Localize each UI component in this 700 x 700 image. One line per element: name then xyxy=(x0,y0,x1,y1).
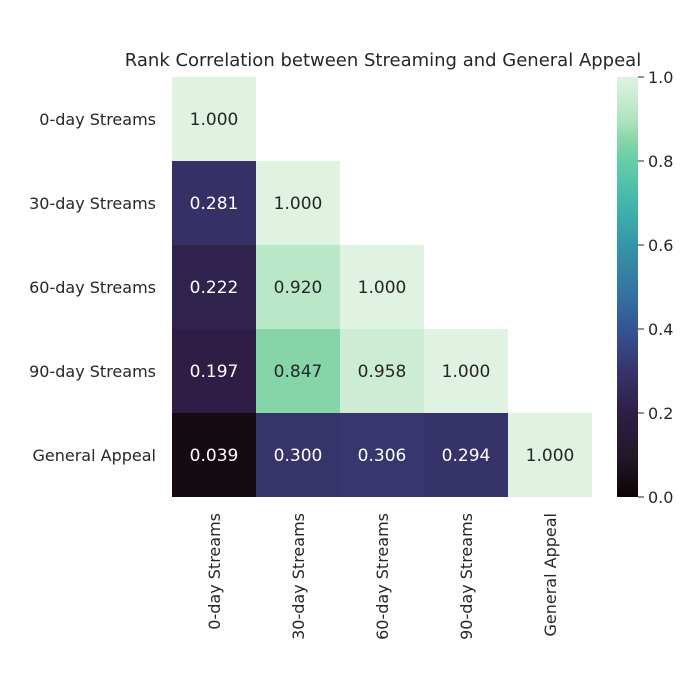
cell-value-label: 0.920 xyxy=(274,278,323,298)
heatmap-cells: 1.000 0.281 1.000 0.222 0.920 1.000 0.197 0.847… xyxy=(172,77,592,497)
column-label: 90-day Streams xyxy=(457,513,476,640)
cell-value-label: 0.958 xyxy=(358,362,407,382)
heatmap-cell xyxy=(340,329,424,413)
heatmap-cell xyxy=(172,413,256,497)
colorbar-tick-label: 0.8 xyxy=(648,152,673,171)
column-labels: 0-day Streams 30-day Streams 60-day Stream… xyxy=(205,513,560,640)
cell-value-label: 0.294 xyxy=(442,446,491,466)
colorbar-tick-label: 0.0 xyxy=(648,488,673,507)
row-label: 0-day Streams xyxy=(39,110,156,129)
heatmap-cell xyxy=(256,161,340,245)
column-label: 30-day Streams xyxy=(289,513,308,640)
heatmap-cell xyxy=(424,413,508,497)
cell-value-label: 1.000 xyxy=(442,362,491,382)
heatmap-cell xyxy=(172,161,256,245)
heatmap-cell xyxy=(256,329,340,413)
heatmap-cell xyxy=(508,413,592,497)
colorbar-tick-label: 1.0 xyxy=(648,68,673,87)
cell-value-label: 0.306 xyxy=(358,446,407,466)
colorbar-tick-label: 0.4 xyxy=(648,320,673,339)
heatmap-cell xyxy=(340,245,424,329)
row-label: 60-day Streams xyxy=(29,278,156,297)
heatmap-cell xyxy=(256,413,340,497)
heatmap-cell xyxy=(340,413,424,497)
cell-value-label: 0.281 xyxy=(190,194,239,214)
heatmap-cell xyxy=(172,329,256,413)
heatmap-cell xyxy=(256,245,340,329)
cell-value-label: 1.000 xyxy=(526,446,575,466)
heatmap-cell xyxy=(172,245,256,329)
column-label: 60-day Streams xyxy=(373,513,392,640)
colorbar-tick-label: 0.6 xyxy=(648,236,673,255)
heatmap-cell xyxy=(424,329,508,413)
column-label: 0-day Streams xyxy=(205,513,224,630)
row-label: General Appeal xyxy=(33,446,157,465)
cell-value-label: 0.197 xyxy=(190,362,239,382)
cell-value-label: 0.039 xyxy=(190,446,239,466)
colorbar-tick-label: 0.2 xyxy=(648,404,673,423)
row-label: 30-day Streams xyxy=(29,194,156,213)
cell-value-label: 1.000 xyxy=(190,110,239,130)
row-labels: 0-day Streams 30-day Streams 60-day Stream… xyxy=(29,110,156,465)
cell-value-label: 0.847 xyxy=(274,362,323,382)
colorbar-gradient xyxy=(617,77,638,497)
colorbar: 0.0 0.2 0.4 0.6 0.8 1.0 xyxy=(617,68,673,507)
column-label: General Appeal xyxy=(541,513,560,637)
cell-value-label: 0.222 xyxy=(190,278,239,298)
cell-value-label: 0.300 xyxy=(274,446,323,466)
cell-value-label: 1.000 xyxy=(274,194,323,214)
cell-value-label: 1.000 xyxy=(358,278,407,298)
chart-title: Rank Correlation between Streaming and G… xyxy=(125,50,641,71)
heatmap-cell xyxy=(172,77,256,161)
row-label: 90-day Streams xyxy=(29,362,156,381)
